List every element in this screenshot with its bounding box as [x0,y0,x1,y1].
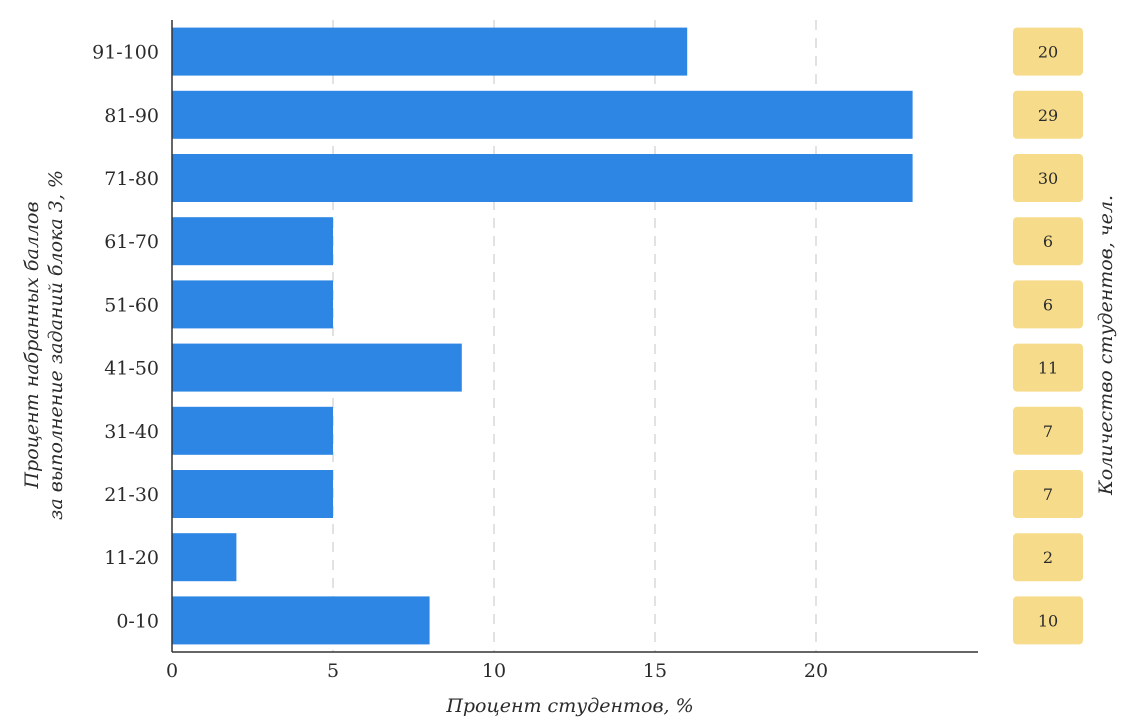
y-axis-title-line2: за выполнение заданий блока 3, % [45,170,67,520]
count-box [1013,406,1083,455]
count-label: 6 [1043,232,1053,251]
category-label: 51-60 [104,294,159,316]
x-tick-labels: 0 5 10 15 20 [166,660,828,682]
count-label: 29 [1038,106,1058,125]
count-label: 7 [1043,422,1053,441]
right-axis-title: Количество студентов, чел. [1095,195,1117,496]
x-tick-label: 20 [804,660,828,682]
count-label: 20 [1038,43,1058,62]
right-axis-title-text: Количество студентов, чел. [1095,195,1117,496]
category-label: 61-70 [104,231,159,253]
y-axis-title: Процент набранных баллов за выполнение з… [21,170,67,520]
category-label: 81-90 [104,105,159,127]
bar [172,343,462,392]
x-tick-label: 15 [643,660,667,682]
category-label: 21-30 [104,484,159,506]
x-tick-label: 5 [327,660,339,682]
count-column: 20 29 30 6 6 11 7 7 2 10 [1013,27,1083,645]
bar [172,470,333,518]
category-label: 91-100 [92,42,159,64]
count-box [1013,596,1083,645]
category-label: 31-40 [104,421,159,443]
count-box [1013,343,1083,392]
bar [172,27,688,76]
bar [172,154,913,202]
category-labels: 91-100 81-90 71-80 61-70 51-60 41-50 31-40 21-3… [92,42,159,633]
count-label: 2 [1043,548,1053,567]
axes [171,20,978,653]
y-axis-title-line1: Процент набранных баллов [21,201,43,489]
bar [172,90,913,139]
count-box [1013,533,1083,582]
bar [172,596,430,645]
count-box [1013,154,1083,202]
category-label: 0-10 [116,610,159,632]
count-label: 6 [1043,295,1053,314]
count-box [1013,280,1083,329]
x-tick-label: 0 [166,660,178,682]
category-label: 41-50 [104,358,159,380]
count-box [1013,90,1083,139]
count-box [1013,27,1083,76]
count-label: 11 [1038,359,1058,378]
x-axis-title: Процент студентов, % [445,695,693,717]
bar [172,280,333,329]
x-tick-label: 10 [482,660,506,682]
bar [172,217,333,266]
bar [172,406,333,455]
grid-lines [332,20,817,652]
category-label: 71-80 [104,168,159,190]
bars [172,27,913,645]
count-box [1013,470,1083,518]
count-label: 7 [1043,485,1053,504]
bar [172,533,237,582]
category-label: 11-20 [104,547,159,569]
count-label: 10 [1038,611,1058,630]
count-box [1013,217,1083,266]
count-label: 30 [1038,169,1058,188]
